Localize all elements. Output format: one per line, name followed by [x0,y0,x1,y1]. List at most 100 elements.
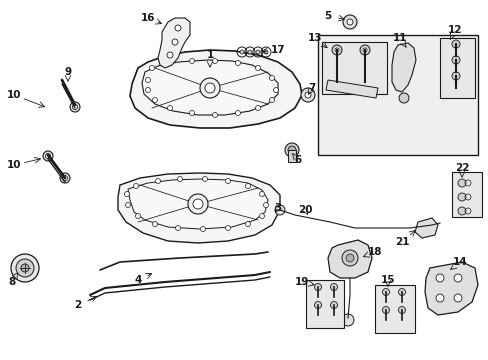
Circle shape [177,176,182,181]
Circle shape [16,259,34,277]
Circle shape [359,45,369,55]
Circle shape [43,151,53,161]
Circle shape [167,52,173,58]
Text: 11: 11 [392,33,407,43]
Circle shape [152,221,157,226]
Polygon shape [414,218,437,238]
Circle shape [247,50,251,54]
Circle shape [334,48,338,52]
Bar [451,172,481,217]
Circle shape [255,66,260,71]
Circle shape [21,264,29,272]
Circle shape [314,302,321,309]
Circle shape [264,50,267,54]
Circle shape [72,104,77,109]
Circle shape [451,56,459,64]
Text: 4: 4 [134,275,142,285]
Circle shape [189,111,194,116]
Polygon shape [142,60,278,115]
Circle shape [125,202,130,207]
Circle shape [274,205,285,215]
Text: 22: 22 [454,163,468,173]
Text: 20: 20 [297,205,312,215]
Circle shape [382,306,389,314]
Text: 2: 2 [74,300,81,310]
Text: 9: 9 [64,67,71,77]
Circle shape [255,105,260,111]
Text: 10: 10 [7,90,21,100]
Circle shape [145,77,150,82]
Circle shape [200,226,205,231]
Circle shape [204,83,215,93]
Circle shape [285,143,298,157]
Polygon shape [130,50,302,128]
Circle shape [202,176,207,181]
Circle shape [155,179,160,184]
Circle shape [362,48,366,52]
Circle shape [453,294,461,302]
Circle shape [245,184,250,189]
Circle shape [435,294,443,302]
Text: 19: 19 [294,277,308,287]
Circle shape [457,179,465,187]
Circle shape [398,288,405,296]
Text: 7: 7 [307,83,315,93]
Bar [287,150,295,162]
Circle shape [382,288,389,296]
Circle shape [145,87,150,93]
Circle shape [341,250,357,266]
Text: 14: 14 [452,257,467,267]
Circle shape [152,98,157,103]
Circle shape [235,60,240,66]
Circle shape [149,66,154,71]
Text: 8: 8 [8,277,16,287]
Circle shape [259,192,264,197]
Text: 18: 18 [367,247,382,257]
Text: 1: 1 [206,50,213,60]
Circle shape [273,87,278,93]
Circle shape [256,50,260,54]
Circle shape [451,72,459,80]
Text: 6: 6 [294,155,301,165]
Text: 16: 16 [141,13,155,23]
Circle shape [314,284,321,291]
Text: 10: 10 [7,160,21,170]
Circle shape [187,194,207,214]
Circle shape [225,179,230,184]
Circle shape [305,92,310,98]
Circle shape [189,59,194,63]
Circle shape [453,274,461,282]
Circle shape [212,59,217,63]
Circle shape [212,113,217,117]
Polygon shape [391,43,415,92]
Circle shape [263,202,268,207]
Circle shape [240,50,244,54]
Polygon shape [128,179,267,229]
Polygon shape [118,173,280,243]
Text: 3: 3 [274,203,281,213]
Circle shape [62,176,67,180]
Circle shape [235,111,240,116]
Circle shape [301,88,314,102]
Circle shape [259,213,264,219]
Circle shape [45,153,50,158]
Text: 5: 5 [324,11,331,21]
Circle shape [167,105,172,111]
Circle shape [269,98,274,103]
Circle shape [457,193,465,201]
Circle shape [245,221,250,226]
Circle shape [200,78,220,98]
Polygon shape [424,262,477,315]
Text: 15: 15 [380,275,394,285]
Circle shape [330,302,337,309]
Circle shape [457,207,465,215]
Bar [439,38,474,98]
Circle shape [346,19,352,25]
Circle shape [331,45,341,55]
Circle shape [175,25,181,31]
Text: 12: 12 [447,25,461,35]
Text: 21: 21 [394,237,408,247]
Polygon shape [327,240,371,278]
Circle shape [287,146,295,154]
Circle shape [225,225,230,230]
